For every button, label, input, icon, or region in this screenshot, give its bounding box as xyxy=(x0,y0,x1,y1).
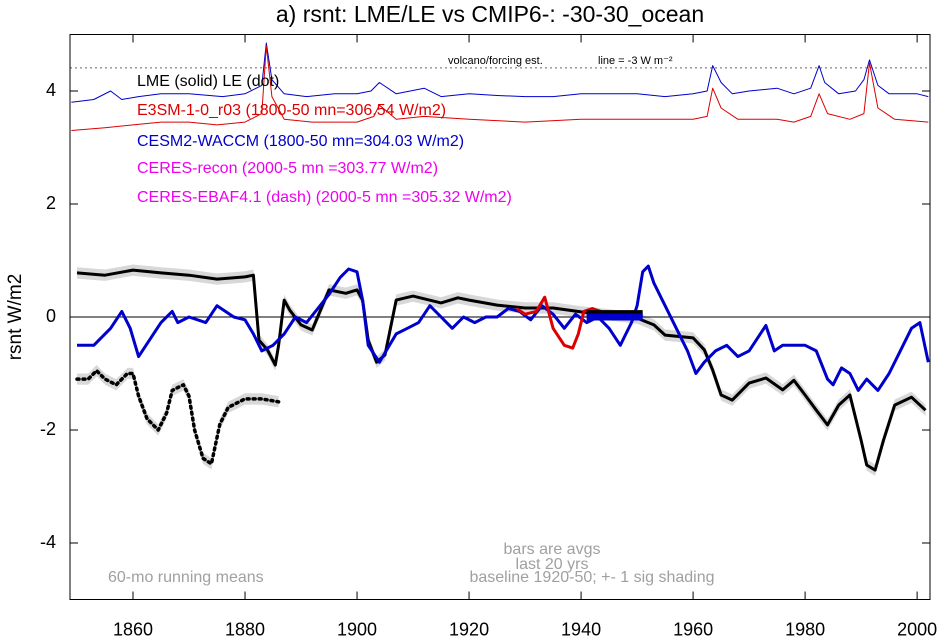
average-bar xyxy=(586,313,643,321)
annotation: line = -3 W m⁻² xyxy=(598,55,673,67)
series-line xyxy=(77,264,930,392)
series-line xyxy=(515,295,610,350)
legend-entry: CERES-EBAF4.1 (dash) (2000-5 mn =305.32 … xyxy=(137,189,512,206)
x-tick-label: 1940 xyxy=(561,619,601,639)
y-tick-label: 0 xyxy=(46,306,56,326)
x-tick-label: 2000 xyxy=(897,619,937,639)
sigma-shading xyxy=(77,264,926,476)
y-axis-label: rsnt W/m2 xyxy=(5,274,26,361)
plot: 1860 1880 1900 1920 1940 1960 1980 2000 -4 -2 0 2 4 xyxy=(40,34,937,639)
series-line xyxy=(71,42,929,103)
y-tick-label: 4 xyxy=(46,80,56,100)
legend-entry: E3SM-1-0_r03 (1800-50 mn=306.54 W/m2) xyxy=(137,102,446,119)
legend-entry: CERES-recon (2000-5 mn =303.77 W/m2) xyxy=(137,160,438,177)
annotation: last 20 yrs xyxy=(516,556,589,573)
y-tick-label: 2 xyxy=(46,193,56,213)
legend-entry: LME (solid) LE (dot) xyxy=(137,73,279,90)
series-line xyxy=(76,268,927,472)
series-line xyxy=(71,45,929,131)
annotation: bars are avgs xyxy=(504,541,601,558)
x-tick-label: 1900 xyxy=(337,619,377,639)
y-tick-label: -4 xyxy=(40,532,56,552)
x-tick-label: 1920 xyxy=(449,619,489,639)
annotation: baseline 1920-50; +- 1 sig shading xyxy=(469,569,714,586)
x-tick-label: 1860 xyxy=(113,619,153,639)
x-tick-label: 1880 xyxy=(225,619,265,639)
x-tick-label: 1980 xyxy=(785,619,825,639)
series-line xyxy=(75,368,281,466)
annotation: volcano/forcing est. xyxy=(448,55,543,67)
y-tick-label: -2 xyxy=(40,419,56,439)
chart-title: a) rsnt: LME/LE vs CMIP6-: -30-30_ocean xyxy=(276,1,704,27)
x-tick-label: 1960 xyxy=(673,619,713,639)
annotation: 60-mo running means xyxy=(108,569,264,586)
legend-entry: CESM2-WACCM (1800-50 mn=304.03 W/m2) xyxy=(137,133,464,150)
